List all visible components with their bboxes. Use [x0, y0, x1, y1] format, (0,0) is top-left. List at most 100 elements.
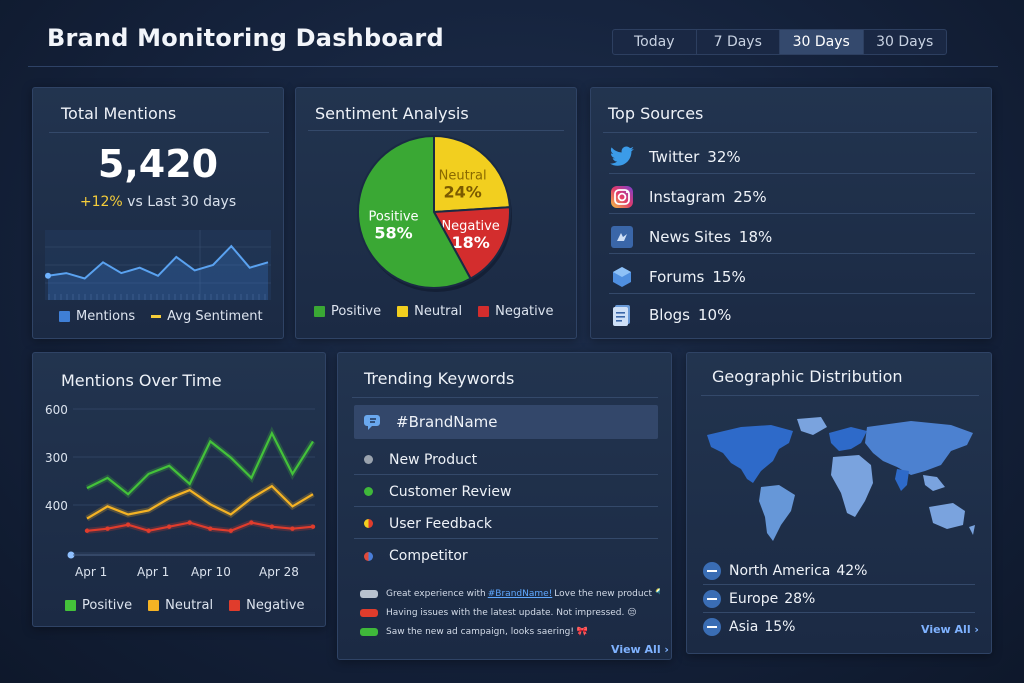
source-name: Blogs [649, 306, 690, 324]
map-new-zealand [969, 525, 975, 535]
mentions-line-chart [67, 408, 316, 559]
map-asia [865, 421, 973, 475]
pie-value-positive: 58% [374, 223, 412, 242]
change-percent: +12% [79, 194, 123, 210]
legend-label: Neutral [414, 304, 463, 319]
sentiment-title: Sentiment Analysis [315, 104, 469, 123]
trending-keywords-card: Trending Keywords #BrandName New Product… [337, 352, 672, 660]
pie-value-neutral: 24% [443, 183, 481, 202]
legend-mentions: Mentions [59, 309, 135, 324]
pie-slice-positive[interactable] [357, 134, 472, 289]
region-europe[interactable]: Europe 28% [703, 585, 975, 613]
mentions-change: +12% vs Last 30 days [33, 194, 283, 210]
data-point [249, 520, 254, 525]
keyword-dot [364, 551, 373, 561]
mentions-over-time-title: Mentions Over Time [61, 371, 222, 390]
date-range-selector: Today 7 Days 30 Days 30 Days [612, 29, 947, 55]
legend-label: Negative [246, 598, 305, 613]
legend-swatch [314, 306, 325, 317]
source-row-blogs[interactable]: Blogs 10% [609, 298, 975, 332]
mentions-over-time-card: Mentions Over Time 600 300 400 Apr 1 Apr… [32, 352, 326, 627]
post-item[interactable]: Saw the new ad campaign, looks saering! … [360, 623, 660, 641]
map-india [895, 469, 909, 491]
news-icon [609, 224, 635, 250]
tab-30-days-alt[interactable]: 30 Days [876, 34, 934, 50]
map-south-america [759, 485, 795, 541]
source-row-news[interactable]: News Sites 18% [609, 220, 975, 254]
map-north-america [707, 425, 793, 483]
post-hashtag-link[interactable]: #BrandName! [487, 589, 553, 599]
data-point [228, 528, 234, 533]
twitter-icon [609, 144, 635, 170]
keyword-dot [364, 519, 373, 528]
data-point [84, 528, 90, 533]
hashtag-icon [364, 413, 384, 431]
tab-today[interactable]: Today [613, 30, 697, 54]
map-greenland [797, 417, 827, 435]
axis-origin-dot [67, 551, 75, 559]
legend-avg-sentiment: Avg Sentiment [151, 309, 263, 324]
legend-swatch [229, 600, 241, 611]
post-item[interactable]: Having issues with the latest update. No… [360, 604, 660, 622]
region-asia[interactable]: Asia 15% [703, 613, 975, 641]
header-divider [28, 66, 998, 67]
pie-slice-neutral[interactable] [433, 134, 511, 214]
source-percent: 32% [707, 147, 741, 166]
data-point [269, 524, 275, 529]
instagram-icon [609, 184, 635, 210]
legend-positive: Positive [65, 598, 132, 613]
legend-label: Positive [331, 304, 382, 319]
pie-label-neutral: Neutral [439, 169, 487, 184]
legend-negative: Negative [229, 598, 304, 613]
region-north-america[interactable]: North America 42% [703, 557, 975, 585]
region-percent: 42% [836, 562, 868, 579]
y-tick-label: 600 [45, 403, 68, 417]
card-divider [352, 397, 658, 398]
total-mentions-card: Total Mentions 5,420 +12% vs Last 30 day… [32, 87, 284, 339]
keyword-user-feedback[interactable]: User Feedback [354, 509, 658, 539]
region-name: North America [729, 562, 831, 579]
keyword-brandname[interactable]: #BrandName [354, 405, 658, 439]
globe-icon [703, 561, 721, 580]
keyword-customer-review[interactable]: Customer Review [354, 477, 658, 507]
total-mentions-legend: Mentions Avg Sentiment [59, 309, 279, 324]
legend-swatch [151, 315, 162, 318]
region-percent: 15% [764, 619, 796, 635]
post-item[interactable]: Great experience with #BrandName! Love t… [360, 585, 660, 603]
legend-label: Negative [495, 304, 554, 319]
card-divider [701, 395, 979, 396]
top-sources-title: Top Sources [608, 104, 704, 123]
pie-slice-negative[interactable] [432, 206, 511, 280]
post-text-end: Love the new product 🔦 [554, 589, 660, 599]
tab-30-days[interactable]: 30 Days [780, 30, 864, 54]
keyword-label: New Product [389, 451, 478, 468]
keyword-dot [364, 487, 373, 496]
blog-icon [609, 302, 635, 328]
mentions-sparkline [45, 230, 271, 300]
keyword-competitor[interactable]: Competitor [354, 541, 658, 571]
data-point [310, 524, 316, 529]
post-text: Saw the new ad campaign, looks saering! … [386, 627, 589, 637]
trending-view-all-link[interactable]: View All › [611, 643, 669, 656]
card-divider [49, 132, 269, 133]
source-percent: 10% [697, 306, 732, 324]
source-row-instagram[interactable]: Instagram 25% [609, 180, 975, 214]
tab-7-days[interactable]: 7 Days [697, 30, 780, 54]
sparkline-line [47, 244, 269, 280]
globe-icon [703, 618, 721, 636]
data-point [146, 528, 151, 533]
map-africa [831, 455, 873, 517]
sparkline-area [48, 246, 268, 300]
total-mentions-title: Total Mentions [61, 104, 177, 123]
geo-view-all-link[interactable]: View All › [921, 623, 979, 636]
legend-swatch [65, 600, 76, 611]
change-suffix: vs Last 30 days [122, 194, 237, 210]
legend-swatch [148, 600, 160, 611]
keyword-new-product[interactable]: New Product [354, 445, 658, 475]
map-se-asia [923, 475, 945, 491]
data-point [187, 520, 192, 525]
source-row-forums[interactable]: Forums 15% [609, 260, 975, 294]
source-name: Instagram [649, 187, 726, 206]
source-row-twitter[interactable]: Twitter 32% [609, 140, 975, 174]
data-point [105, 526, 110, 531]
